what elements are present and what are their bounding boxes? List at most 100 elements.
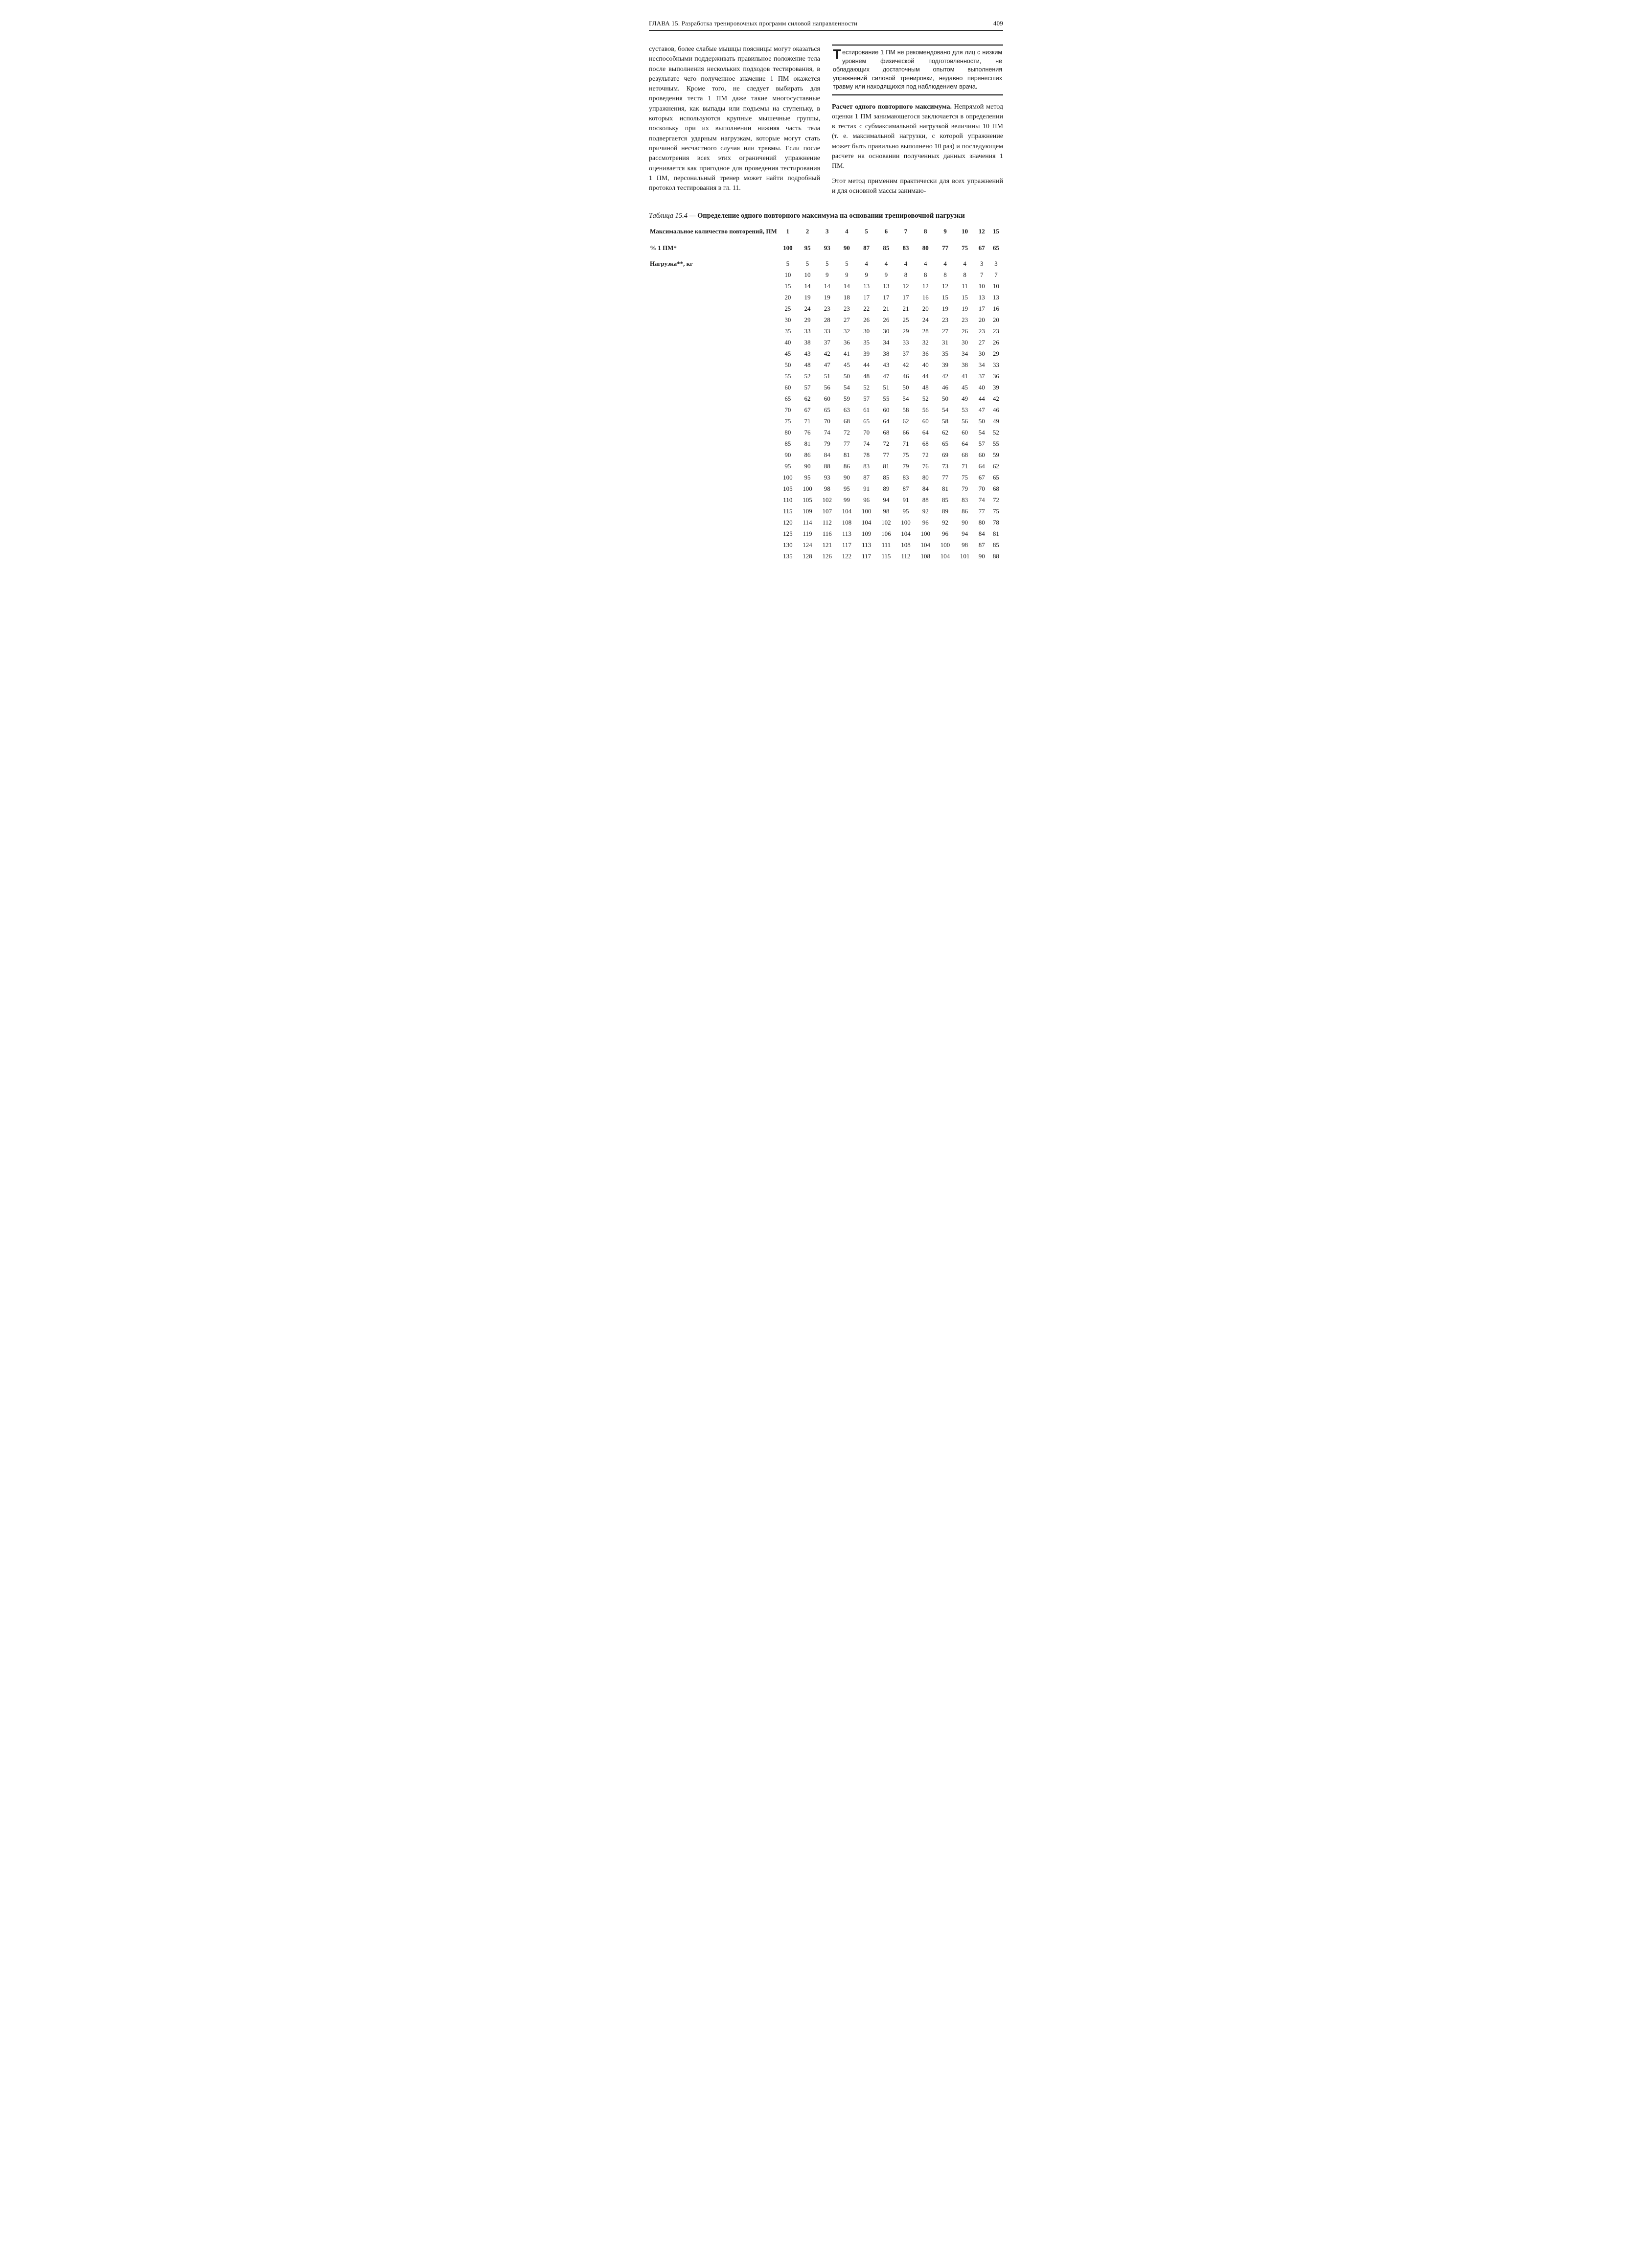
table-caption-title: Определение одного повторного максимума … [697, 212, 965, 220]
rm-cell: 58 [896, 404, 916, 415]
rm-cell: 37 [975, 370, 989, 382]
rm-cell: 113 [857, 539, 876, 551]
rm-cell: 10 [778, 269, 798, 280]
rm-cell: 11 [955, 280, 975, 292]
rm-cell: 57 [798, 382, 817, 393]
rm-load-blank [649, 449, 778, 460]
rm-cell: 66 [896, 427, 916, 438]
rm-cell: 92 [935, 517, 955, 528]
rm-cell: 80 [975, 517, 989, 528]
rm-cell: 70 [975, 483, 989, 494]
rm-cell: 126 [817, 551, 837, 562]
rm-cell: 42 [935, 370, 955, 382]
rm-data-row: 757170686564626058565049 [649, 415, 1003, 427]
rm-table-head: Максимальное количество повторений, ПМ 1… [649, 226, 1003, 240]
rm-cell: 85 [876, 472, 896, 483]
rm-cell: 83 [857, 460, 876, 472]
rm-cell: 68 [916, 438, 935, 449]
rm-rep-col: 3 [817, 226, 837, 240]
rm-cell: 7 [989, 269, 1003, 280]
rm-cell: 42 [817, 348, 837, 359]
rm-rep-col: 12 [975, 226, 989, 240]
rm-load-blank [649, 472, 778, 483]
rm-cell: 88 [989, 551, 1003, 562]
rm-cell: 12 [916, 280, 935, 292]
rm-data-row: 555251504847464442413736 [649, 370, 1003, 382]
rm-cell: 125 [778, 528, 798, 539]
rm-cell: 113 [837, 528, 856, 539]
rm-cell: 79 [817, 438, 837, 449]
rm-cell: 74 [817, 427, 837, 438]
rm-cell: 25 [896, 314, 916, 325]
rm-cell: 5 [837, 258, 856, 269]
rm-cell: 3 [989, 258, 1003, 269]
rm-cell: 44 [916, 370, 935, 382]
rm-cell: 108 [837, 517, 856, 528]
rm-cell: 49 [955, 393, 975, 404]
rm-cell: 95 [778, 460, 798, 472]
rm-table: Максимальное количество повторений, ПМ 1… [649, 226, 1003, 562]
rm-load-blank [649, 551, 778, 562]
rm-cell: 77 [876, 449, 896, 460]
rm-cell: 88 [817, 460, 837, 472]
rm-cell: 67 [975, 472, 989, 483]
rm-cell: 117 [857, 551, 876, 562]
rm-cell: 57 [857, 393, 876, 404]
rm-cell: 72 [876, 438, 896, 449]
rm-cell: 75 [778, 415, 798, 427]
rm-cell: 46 [989, 404, 1003, 415]
rm-cell: 34 [975, 359, 989, 370]
rm-cell: 32 [837, 325, 856, 337]
rm-cell: 58 [935, 415, 955, 427]
rm-cell: 89 [935, 505, 955, 517]
rm-cell: 69 [935, 449, 955, 460]
rm-cell: 27 [975, 337, 989, 348]
rm-cell: 20 [778, 292, 798, 303]
rm-cell: 65 [989, 472, 1003, 483]
rm-load-blank [649, 337, 778, 348]
rm-cell: 39 [857, 348, 876, 359]
rm-cell: 84 [916, 483, 935, 494]
rm-cell: 33 [817, 325, 837, 337]
rm-cell: 33 [989, 359, 1003, 370]
rm-cell: 50 [778, 359, 798, 370]
rm-cell: 95 [798, 472, 817, 483]
rm-cell: 26 [876, 314, 896, 325]
rm-cell: 48 [916, 382, 935, 393]
rm-pct-cell: 90 [837, 240, 856, 258]
rm-cell: 17 [857, 292, 876, 303]
rm-data-row: 858179777472716865645755 [649, 438, 1003, 449]
rm-cell: 90 [975, 551, 989, 562]
rm-cell: 90 [798, 460, 817, 472]
rm-cell: 51 [817, 370, 837, 382]
rm-cell: 115 [778, 505, 798, 517]
rm-cell: 96 [935, 528, 955, 539]
rm-cell: 100 [916, 528, 935, 539]
rm-cell: 21 [876, 303, 896, 314]
rm-load-blank [649, 382, 778, 393]
rm-load-blank [649, 539, 778, 551]
rm-cell: 81 [876, 460, 896, 472]
rm-load-blank [649, 269, 778, 280]
rm-cell: 68 [955, 449, 975, 460]
table-caption-prefix: Таблица 15.4 — [649, 212, 697, 220]
rm-cell: 29 [798, 314, 817, 325]
rm-load-blank [649, 528, 778, 539]
rm-cell: 31 [935, 337, 955, 348]
rm-data-row: 11510910710410098959289867775 [649, 505, 1003, 517]
rm-cell: 46 [896, 370, 916, 382]
rm-cell: 45 [955, 382, 975, 393]
rm-data-row: 302928272626252423232020 [649, 314, 1003, 325]
rm-cell: 62 [989, 460, 1003, 472]
rm-cell: 20 [916, 303, 935, 314]
rm-load-blank [649, 370, 778, 382]
rm-cell: 122 [837, 551, 856, 562]
rm-cell: 20 [989, 314, 1003, 325]
rm-cell: 47 [876, 370, 896, 382]
rm-cell: 100 [896, 517, 916, 528]
rm-cell: 19 [798, 292, 817, 303]
rm-pct-cell: 95 [798, 240, 817, 258]
rm-cell: 17 [975, 303, 989, 314]
rm-cell: 13 [975, 292, 989, 303]
rm-cell: 57 [975, 438, 989, 449]
